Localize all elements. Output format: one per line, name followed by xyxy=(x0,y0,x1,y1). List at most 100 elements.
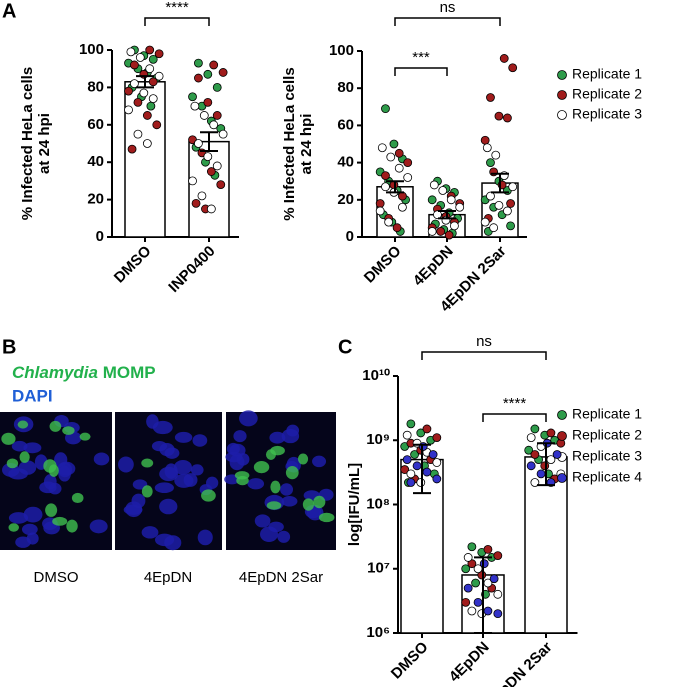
data-point xyxy=(455,202,465,212)
data-point xyxy=(530,478,540,487)
data-point xyxy=(506,199,515,208)
data-point xyxy=(536,469,546,479)
inclusion xyxy=(71,492,84,504)
nucleus xyxy=(23,442,42,454)
data-point xyxy=(428,450,438,459)
data-point xyxy=(389,139,399,149)
data-point xyxy=(508,182,518,192)
inclusion xyxy=(318,512,335,523)
data-point xyxy=(482,143,492,153)
y-tick-label: 0 xyxy=(96,228,104,245)
y-axis-label: % Infected HeLa cells xyxy=(281,67,298,220)
data-point xyxy=(402,455,412,464)
data-point xyxy=(480,217,490,227)
data-point xyxy=(394,163,404,173)
inclusion xyxy=(62,426,75,435)
data-point xyxy=(406,419,416,429)
data-point xyxy=(493,609,503,619)
data-point xyxy=(467,606,477,616)
data-point xyxy=(503,206,512,216)
inclusion xyxy=(302,498,315,511)
nucleus xyxy=(277,530,291,543)
data-point xyxy=(145,45,155,55)
data-point xyxy=(483,545,493,554)
data-point xyxy=(491,150,501,160)
inclusion xyxy=(270,480,281,494)
data-point xyxy=(467,542,477,552)
data-point xyxy=(203,69,213,79)
y-tick-label: 80 xyxy=(87,78,104,95)
inclusion xyxy=(6,458,19,469)
data-point xyxy=(486,158,495,168)
nucleus xyxy=(89,519,108,534)
significance-label: ns xyxy=(476,333,492,350)
significance-label: *** xyxy=(412,49,430,66)
inclusion xyxy=(297,453,309,465)
data-point xyxy=(503,113,512,123)
data-point xyxy=(427,195,437,205)
x-tick-label: 4EpDN 2Sar xyxy=(483,639,556,687)
data-point xyxy=(493,589,503,599)
data-point xyxy=(384,217,394,227)
data-point xyxy=(446,195,456,205)
data-point xyxy=(479,559,489,569)
y-tick-label: 10¹⁰ xyxy=(362,367,390,384)
data-point xyxy=(139,88,149,98)
nucleus xyxy=(18,460,37,475)
inclusion xyxy=(66,519,78,533)
nucleus xyxy=(146,414,159,429)
data-point xyxy=(142,139,152,148)
nucleus xyxy=(58,465,71,482)
inclusion xyxy=(285,466,299,480)
data-point xyxy=(145,64,155,74)
data-point xyxy=(148,94,158,104)
nucleus xyxy=(281,428,300,444)
data-point xyxy=(194,58,203,68)
significance-label: **** xyxy=(165,0,189,16)
data-point xyxy=(463,583,473,593)
inclusion xyxy=(43,459,57,473)
inclusion xyxy=(265,449,276,460)
inclusion xyxy=(52,516,68,526)
data-point xyxy=(124,86,133,96)
data-point xyxy=(218,68,228,77)
data-point xyxy=(194,139,203,148)
nucleus xyxy=(154,482,174,494)
inclusion xyxy=(79,432,91,441)
inclusion xyxy=(1,432,16,445)
significance-bracket xyxy=(394,17,501,26)
data-point xyxy=(416,478,426,487)
y-tick-label: 60 xyxy=(87,116,104,133)
legend-label: Replicate 4 xyxy=(572,469,642,485)
y-tick-label: 10⁹ xyxy=(366,431,390,448)
data-point xyxy=(142,111,152,120)
panel-label: A xyxy=(2,0,16,22)
legend-marker xyxy=(557,473,567,483)
x-tick-label: INP0400 xyxy=(165,243,218,296)
data-point xyxy=(433,210,442,220)
nucleus xyxy=(247,478,265,490)
data-point xyxy=(483,606,493,616)
image-caption: DMSO xyxy=(34,569,79,586)
nucleus xyxy=(118,456,134,473)
data-point xyxy=(552,450,562,459)
data-point xyxy=(386,152,396,162)
nucleus xyxy=(236,453,250,466)
significance-bracket xyxy=(421,351,547,360)
data-point xyxy=(486,191,495,201)
data-point xyxy=(461,597,471,607)
data-point xyxy=(489,574,499,584)
image-caption: 4EpDN xyxy=(144,569,192,586)
data-point xyxy=(418,442,428,451)
nucleus xyxy=(26,532,39,545)
y-tick-label: 0 xyxy=(346,228,354,245)
inclusion xyxy=(201,489,216,502)
counterstain-label: DAPI xyxy=(12,386,53,405)
data-point xyxy=(130,79,139,89)
data-point xyxy=(473,597,483,607)
y-tick-label: 100 xyxy=(329,42,354,59)
data-point xyxy=(218,129,228,139)
nucleus xyxy=(11,440,28,452)
legend-marker xyxy=(557,90,567,100)
data-point xyxy=(410,450,419,459)
